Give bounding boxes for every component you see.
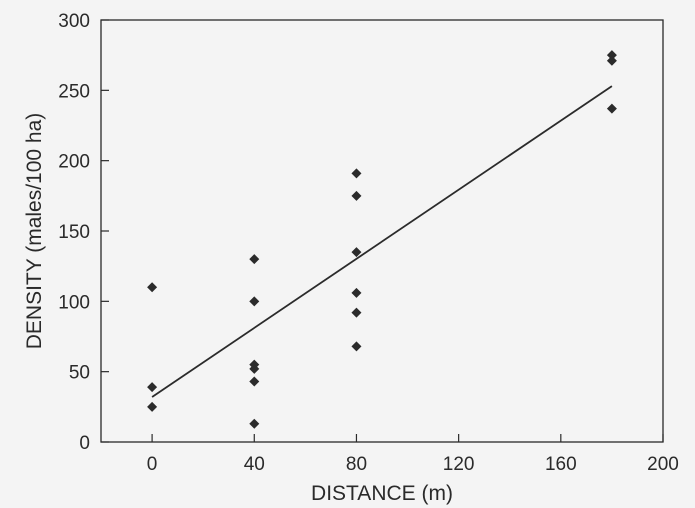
data-point — [249, 376, 260, 387]
data-point — [249, 296, 260, 307]
y-axis: 0 50 100 150 200 250 300 — [58, 11, 109, 454]
data-point — [147, 282, 158, 293]
data-point — [351, 168, 362, 179]
data-point — [249, 363, 260, 374]
data-point — [249, 418, 260, 429]
y-tick-label: 0 — [79, 433, 90, 454]
x-axis-title: DISTANCE (m) — [311, 482, 453, 505]
x-tick-label: 40 — [244, 454, 265, 475]
y-tick-label: 50 — [69, 363, 90, 384]
x-tick-label: 160 — [545, 454, 577, 475]
x-axis: 0 40 80 120 160 200 — [147, 434, 679, 475]
data-point — [351, 307, 362, 318]
data-point — [606, 55, 617, 66]
y-tick-label: 200 — [58, 152, 90, 173]
y-tick-label: 300 — [58, 11, 90, 32]
y-axis-title: DENSITY (males/100 ha) — [23, 113, 46, 350]
y-tick-label: 150 — [58, 222, 90, 243]
data-point — [606, 103, 617, 114]
data-point — [351, 287, 362, 298]
x-tick-label: 120 — [443, 454, 475, 475]
data-points — [147, 50, 617, 429]
y-tick-label: 250 — [58, 81, 90, 102]
data-point — [351, 247, 362, 258]
data-point — [606, 50, 617, 61]
data-point — [147, 401, 158, 412]
plot-area — [100, 19, 664, 443]
data-point — [249, 254, 260, 265]
x-tick-label: 80 — [346, 454, 367, 475]
data-point — [351, 341, 362, 352]
x-tick-label: 200 — [647, 454, 679, 475]
data-point — [351, 190, 362, 201]
trend-line — [151, 85, 613, 398]
x-tick-label: 0 — [147, 454, 158, 475]
data-point — [147, 382, 158, 393]
y-tick-label: 100 — [58, 292, 90, 313]
